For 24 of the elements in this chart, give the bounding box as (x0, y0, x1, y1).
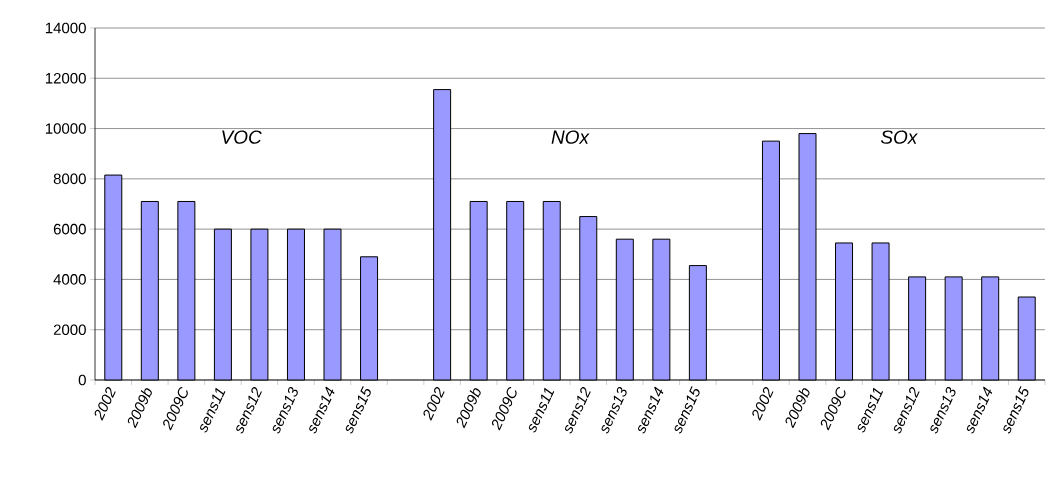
y-tick-label: 2000 (53, 324, 86, 336)
x-tick-label: 2009b (456, 388, 481, 429)
y-tick-label: 14000 (45, 22, 86, 34)
x-tick-label: 2009C (820, 386, 846, 431)
x-tick-label: 2002 (94, 387, 116, 421)
x-tick-label: sens14 (638, 386, 664, 434)
y-tick-label: 6000 (53, 223, 86, 235)
x-tick-label: 2009C (491, 386, 517, 431)
annotation: VOC (222, 130, 262, 144)
y-tick-label: 12000 (45, 72, 86, 84)
x-tick-label: sens11 (528, 387, 555, 433)
annotation: NOx (551, 130, 590, 144)
x-tick-label: sens14 (966, 386, 993, 434)
x-tick-label: 2009b (785, 388, 810, 429)
y-tick-label: 4000 (53, 274, 86, 285)
x-tick-label: 2009b (127, 388, 152, 429)
x-tick-label: 2009C (163, 386, 188, 431)
y-tick-label: 0 (78, 374, 86, 386)
x-tick-label: sens11 (200, 387, 226, 433)
x-tick-label: 2002 (752, 387, 774, 421)
y-tick-label: 10000 (45, 123, 86, 134)
y-tick-label: 8000 (53, 173, 86, 185)
annotation: SOx (880, 130, 918, 144)
x-tick-label: 2002 (423, 387, 445, 421)
